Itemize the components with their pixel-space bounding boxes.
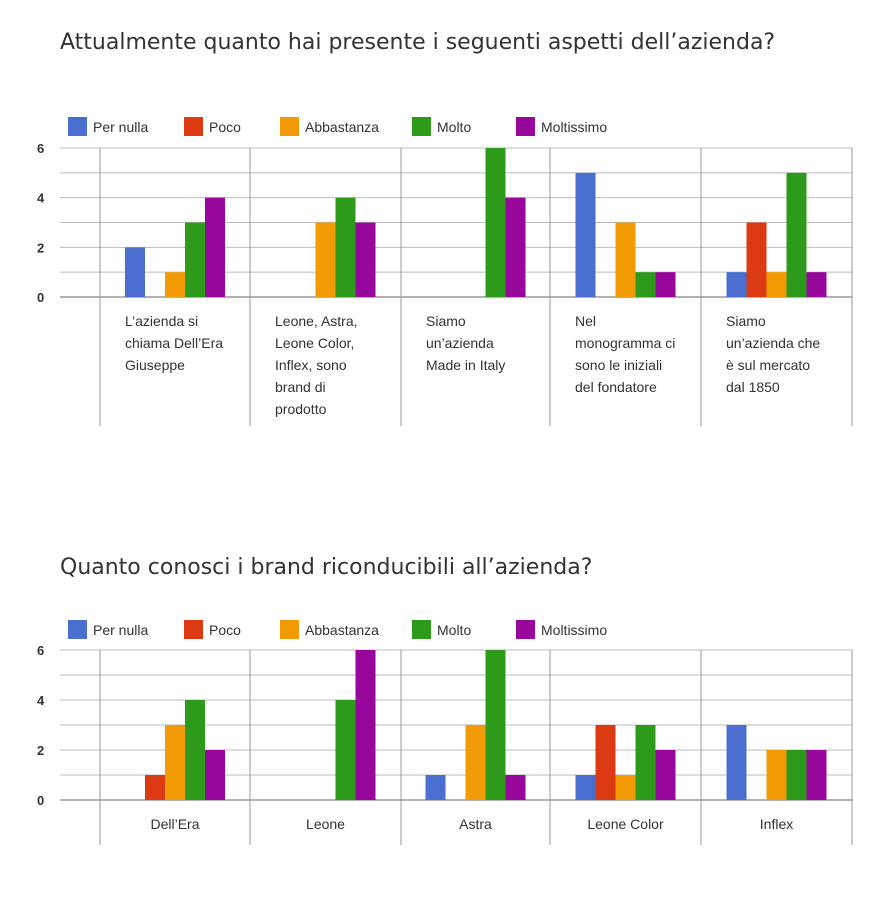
bar-moltissimo: [355, 650, 376, 800]
bar-abbastanza: [766, 750, 787, 800]
bar-per-nulla: [726, 272, 747, 297]
bar-moltissimo: [205, 750, 225, 800]
category-label: Astra: [459, 816, 492, 832]
category-label: è sul mercato: [726, 357, 810, 373]
category-label: sono le iniziali: [575, 357, 662, 373]
bar-abbastanza: [615, 222, 636, 297]
category-label: Giuseppe: [125, 357, 185, 373]
category-label: monogramma ci: [575, 335, 675, 351]
bar-moltissimo: [655, 272, 676, 297]
bar-poco: [145, 775, 165, 800]
y-tick-label: 4: [37, 693, 45, 708]
bar-abbastanza: [315, 222, 336, 297]
category-label: Nel: [575, 313, 596, 329]
y-tick-label: 6: [37, 643, 44, 658]
legend-label: Per nulla: [93, 622, 148, 638]
bar-per-nulla: [575, 172, 596, 297]
category-label: Siamo: [726, 313, 766, 329]
category-label: Leone: [306, 816, 345, 832]
y-tick-label: 4: [37, 191, 45, 206]
bar-moltissimo: [505, 197, 526, 297]
bar-molto: [635, 725, 656, 800]
chart-title-awareness: Attualmente quanto hai presente i seguen…: [60, 30, 776, 55]
bar-moltissimo: [205, 197, 225, 297]
legend-swatch: [412, 620, 431, 639]
bar-moltissimo: [355, 222, 376, 297]
bar-molto: [185, 700, 205, 800]
legend-label: Molto: [437, 622, 471, 638]
legend-label: Abbastanza: [305, 622, 379, 638]
legend-label: Moltissimo: [541, 622, 607, 638]
bar-molto: [786, 172, 807, 297]
category-label: un’azienda che: [726, 335, 820, 351]
bar-molto: [485, 148, 506, 297]
bar-poco: [746, 222, 767, 297]
category-label: un’azienda: [426, 335, 494, 351]
legend-swatch: [280, 117, 299, 136]
bar-moltissimo: [806, 272, 827, 297]
category-label: Leone Color,: [275, 335, 354, 351]
legend-label: Per nulla: [93, 119, 148, 135]
bar-poco: [595, 725, 616, 800]
bar-abbastanza: [465, 725, 486, 800]
bar-moltissimo: [806, 750, 827, 800]
legend-swatch: [184, 117, 203, 136]
bar-molto: [485, 650, 506, 800]
category-label: Inflex: [760, 816, 793, 832]
y-tick-label: 2: [37, 743, 44, 758]
bar-molto: [335, 197, 356, 297]
bar-molto: [335, 700, 356, 800]
bar-molto: [185, 222, 205, 297]
y-tick-label: 0: [37, 793, 44, 808]
legend-swatch: [68, 117, 87, 136]
chart-title-brands: Quanto conosci i brand riconducibili all…: [60, 555, 593, 580]
legend-label: Molto: [437, 119, 471, 135]
category-label: Made in Italy: [426, 357, 505, 373]
legend-swatch: [516, 620, 535, 639]
bar-abbastanza: [615, 775, 636, 800]
legend-label: Poco: [209, 119, 241, 135]
bar-per-nulla: [575, 775, 596, 800]
category-label: Inflex, sono: [275, 357, 347, 373]
bar-abbastanza: [766, 272, 787, 297]
bar-molto: [635, 272, 656, 297]
category-label: del fondatore: [575, 379, 657, 395]
bar-per-nulla: [726, 725, 747, 800]
legend-label: Poco: [209, 622, 241, 638]
legend-swatch: [184, 620, 203, 639]
category-label: Siamo: [426, 313, 466, 329]
legend-swatch: [516, 117, 535, 136]
y-tick-label: 2: [37, 240, 44, 255]
category-label: prodotto: [275, 401, 327, 417]
category-label: L’azienda si: [125, 313, 198, 329]
bar-moltissimo: [505, 775, 526, 800]
legend-label: Moltissimo: [541, 119, 607, 135]
legend-label: Abbastanza: [305, 119, 379, 135]
bar-abbastanza: [165, 272, 185, 297]
category-label: Leone Color: [587, 816, 664, 832]
legend-swatch: [68, 620, 87, 639]
legend-swatch: [280, 620, 299, 639]
chart-brands: Per nulla Poco Abbastanza Molto Moltissimo 0 2…: [37, 620, 853, 845]
category-label: dal 1850: [726, 379, 780, 395]
category-label: Leone, Astra,: [275, 313, 358, 329]
bar-moltissimo: [655, 750, 676, 800]
bar-per-nulla: [425, 775, 446, 800]
legend-swatch: [412, 117, 431, 136]
chart-awareness: Per nulla Poco Abbastanza Molto Moltissimo 0 2…: [37, 117, 853, 426]
y-tick-label: 6: [37, 141, 44, 156]
bar-abbastanza: [165, 725, 185, 800]
bar-per-nulla: [125, 247, 145, 297]
bar-molto: [786, 750, 807, 800]
category-label: chiama Dell’Era: [125, 335, 223, 351]
category-label: Dell’Era: [150, 816, 199, 832]
category-label: brand di: [275, 379, 326, 395]
y-tick-label: 0: [37, 290, 44, 305]
